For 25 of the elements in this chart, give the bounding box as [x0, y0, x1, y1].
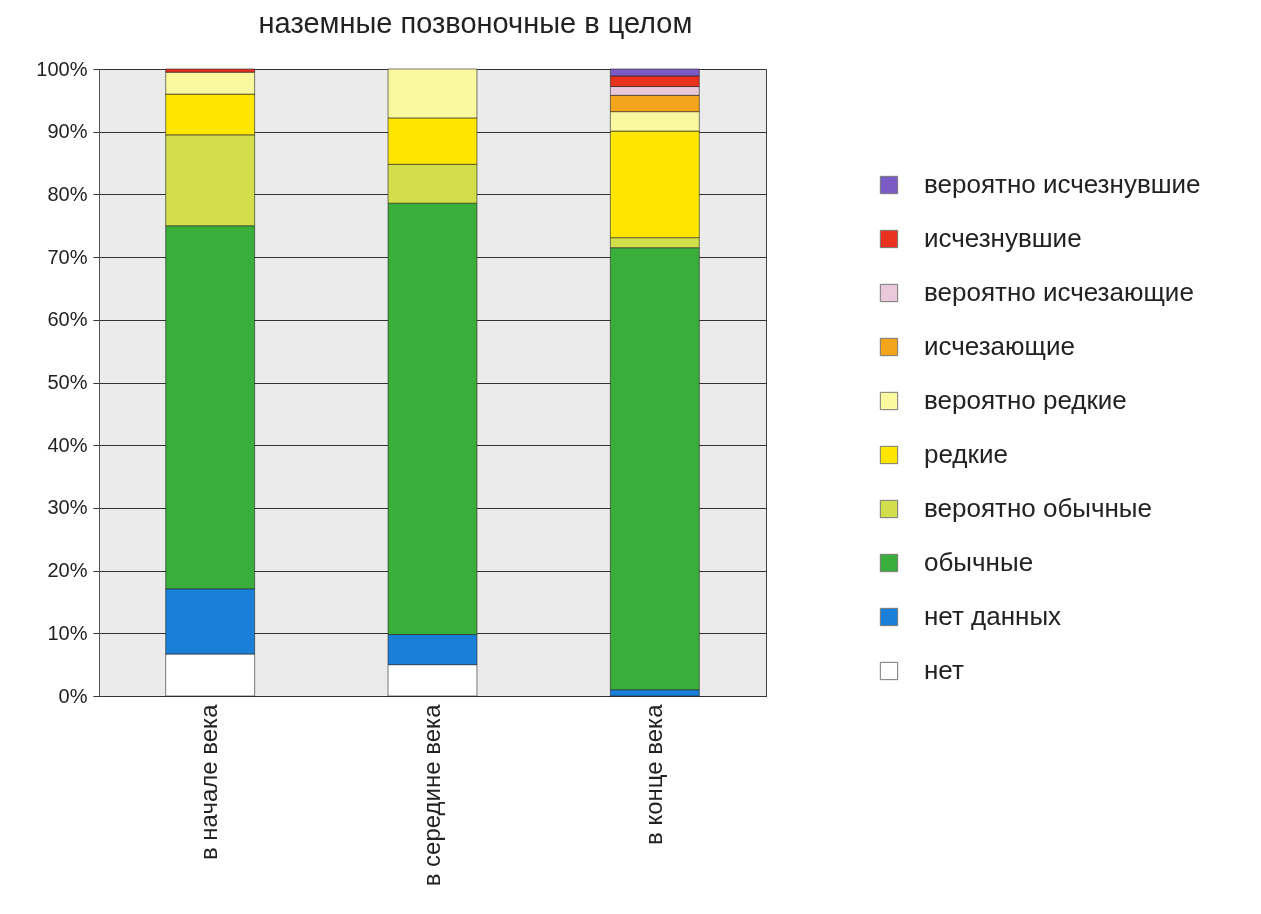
y-tick-label: 100%: [36, 57, 88, 80]
y-tick-label: 0%: [58, 684, 88, 707]
chart-title: наземные позвоночные в целом: [258, 7, 693, 39]
x-tick-label: в конце века: [639, 703, 667, 845]
x-tick-label: в середине века: [417, 703, 445, 887]
legend-label: обычные: [924, 547, 1034, 577]
legend-label: исчезающие: [924, 331, 1075, 361]
legend-label: редкие: [924, 439, 1008, 469]
legend-label: вероятно обычные: [924, 493, 1153, 523]
y-tick-label: 80%: [47, 182, 88, 205]
x-tick-label: в начале века: [195, 703, 223, 861]
y-tick-label: 20%: [47, 559, 88, 582]
y-tick-label: 70%: [47, 245, 88, 268]
legend-label: вероятно исчезнувшие: [924, 169, 1201, 199]
legend-label: вероятно исчезающие: [924, 277, 1194, 307]
y-tick-label: 40%: [47, 433, 88, 456]
y-tick-label: 30%: [47, 496, 88, 519]
legend-label: исчезнувшие: [924, 223, 1082, 253]
legend-label: нет: [924, 655, 964, 685]
y-tick-label: 10%: [47, 621, 88, 644]
y-tick-label: 50%: [47, 371, 88, 393]
legend-label: нет данных: [924, 601, 1062, 631]
y-tick-label: 60%: [47, 308, 88, 331]
legend-label: вероятно редкие: [924, 385, 1127, 415]
y-tick-label: 90%: [47, 120, 88, 143]
